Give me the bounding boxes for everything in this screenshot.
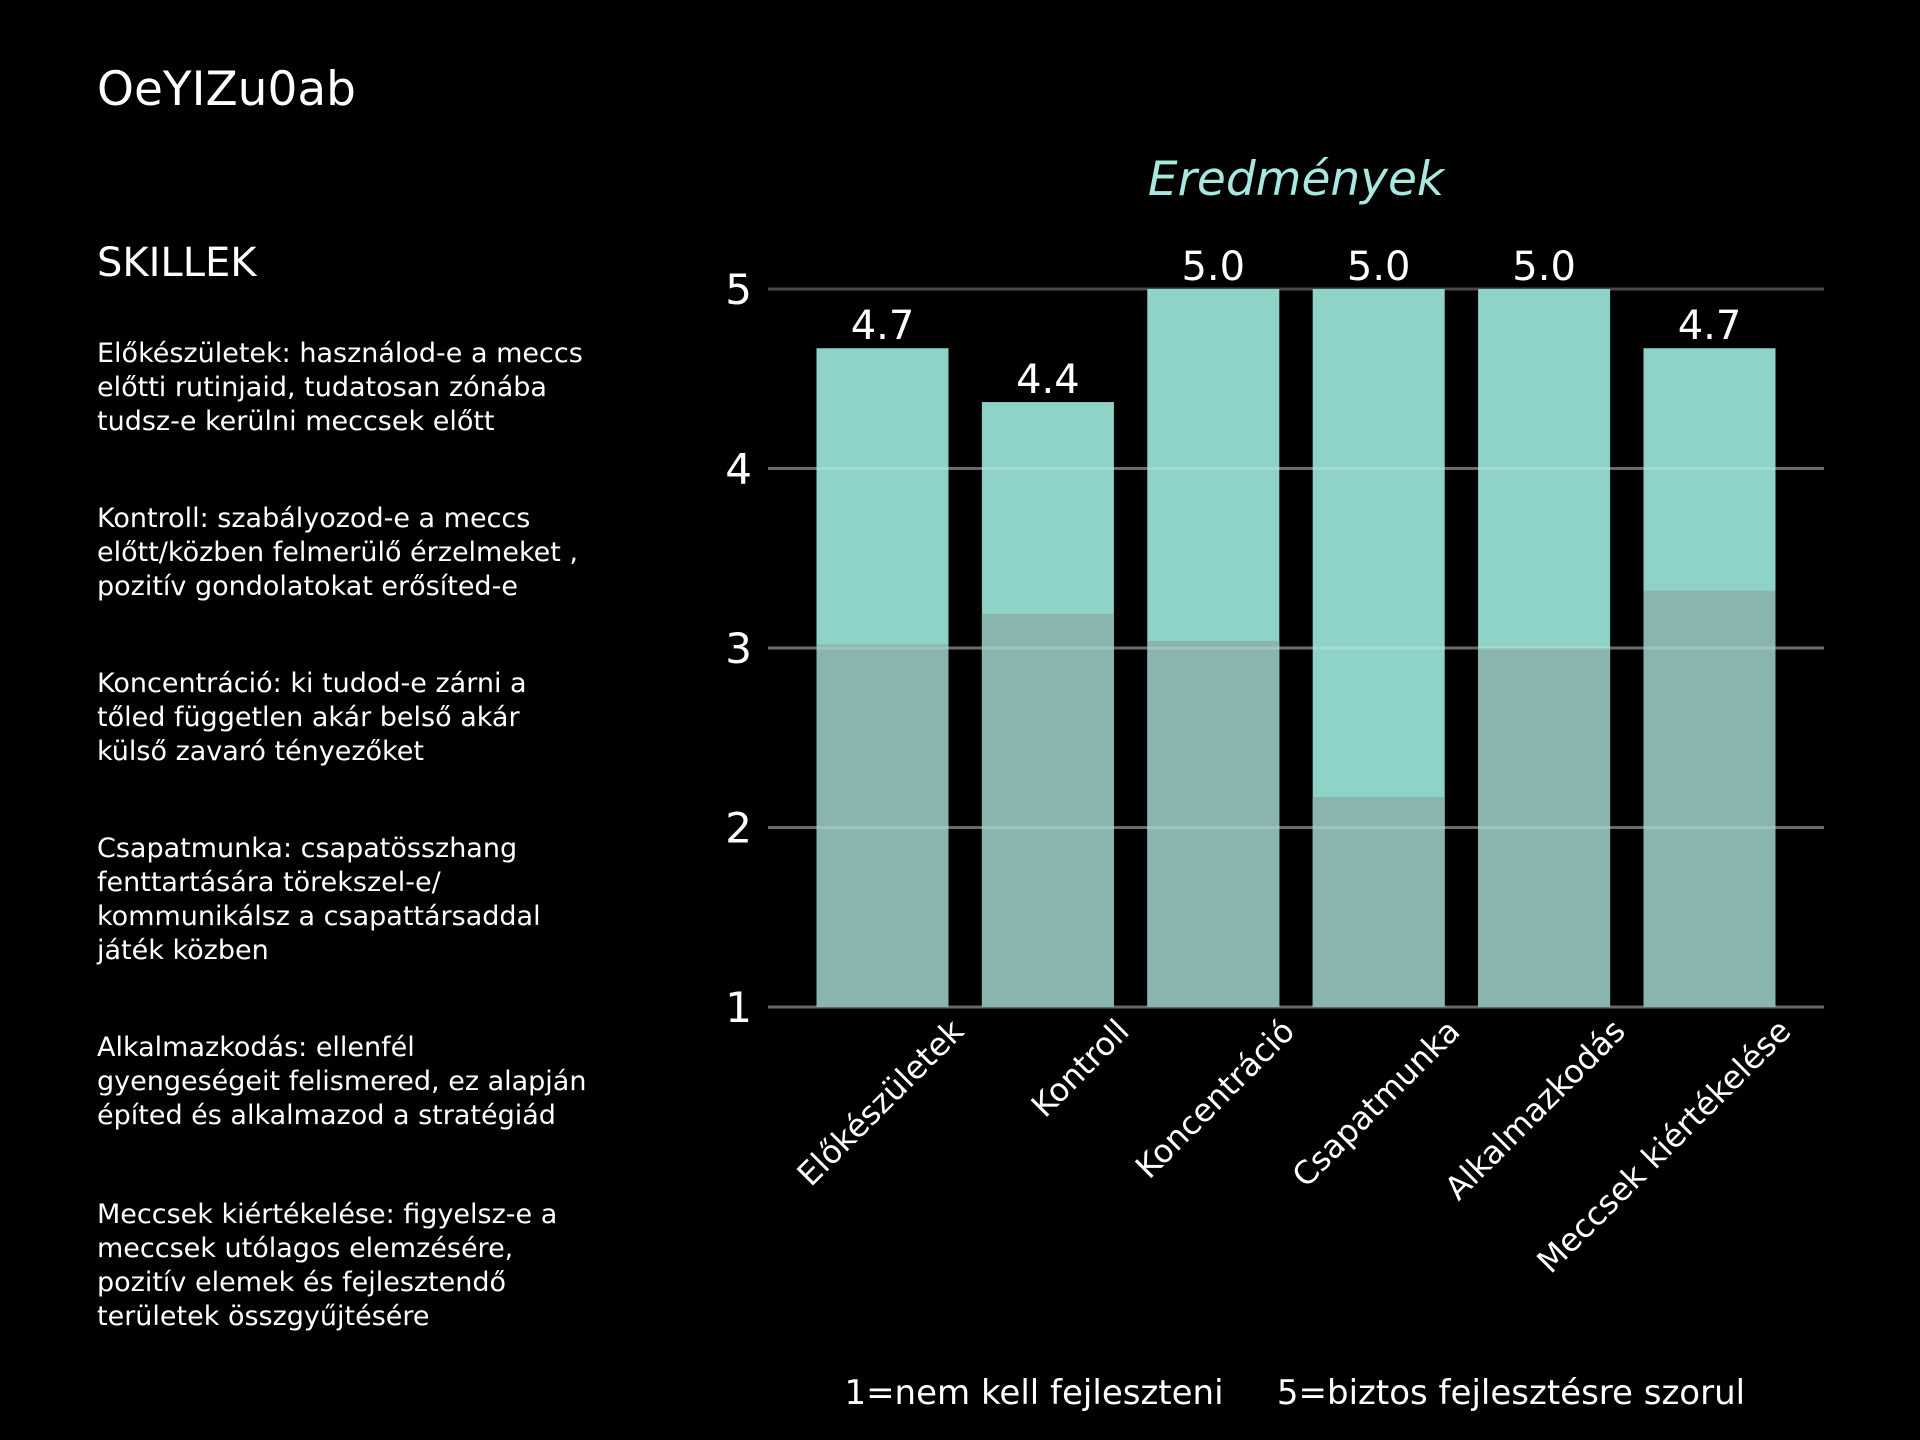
scale-footnote-max: 5=biztos fejlesztésre szorul	[1277, 1373, 1745, 1413]
description-alkalmazkodas: Alkalmazkodás: ellenfél gyengeségeit fel…	[97, 1032, 587, 1131]
y-tick-label-5: 5	[725, 265, 752, 314]
description-kontroll: Kontroll: szabályozod-e a meccs előtt/kö…	[97, 503, 579, 602]
y-tick-label-3: 3	[725, 624, 752, 673]
data-label-3: 5.0	[1181, 244, 1245, 290]
data-label-6: 4.7	[1678, 303, 1742, 349]
bar-bottom-6	[1643, 590, 1776, 1007]
bar-bottom-5	[1478, 648, 1611, 1007]
code-title: OeYIZu0ab	[97, 62, 357, 117]
bar-bottom-3	[1147, 640, 1280, 1007]
description-csapatmunka: Csapatmunka: csapatösszhang fenttartásár…	[97, 833, 541, 966]
x-tick-label-5: Alkalmazkodás	[1437, 1012, 1632, 1207]
bar-bottom-2	[981, 613, 1114, 1007]
skills-heading: SKILLEK	[97, 240, 257, 286]
x-tick-label-1: Előkészületek	[790, 1011, 972, 1193]
data-label-2: 4.4	[1016, 357, 1080, 403]
data-label-5: 5.0	[1512, 244, 1576, 290]
bar-bottom-1	[816, 644, 949, 1007]
x-tick-label-2: Kontroll	[1024, 1012, 1137, 1125]
description-meccsek-kiertekelese: Meccsek kiértékelése: figyelsz-e a meccs…	[97, 1199, 558, 1332]
data-label-1: 4.7	[851, 303, 915, 349]
chart-title: Eredmények	[1148, 152, 1446, 207]
x-tick-label-3: Koncentráció	[1128, 1012, 1302, 1186]
y-tick-label-2: 2	[725, 804, 752, 853]
y-tick-label-1: 1	[725, 983, 752, 1032]
description-koncentracio: Koncentráció: ki tudod-e zárni a tőled f…	[97, 668, 527, 767]
data-label-4: 5.0	[1347, 244, 1411, 290]
x-tick-label-4: Csapatmunka	[1285, 1012, 1468, 1195]
scale-footnote-min: 1=nem kell fejleszteni	[844, 1373, 1223, 1413]
description-elokeszuletek: Előkészületek: használod-e a meccs előtt…	[97, 338, 583, 437]
bar-bottom-4	[1312, 796, 1445, 1007]
y-tick-label-4: 4	[725, 445, 752, 494]
